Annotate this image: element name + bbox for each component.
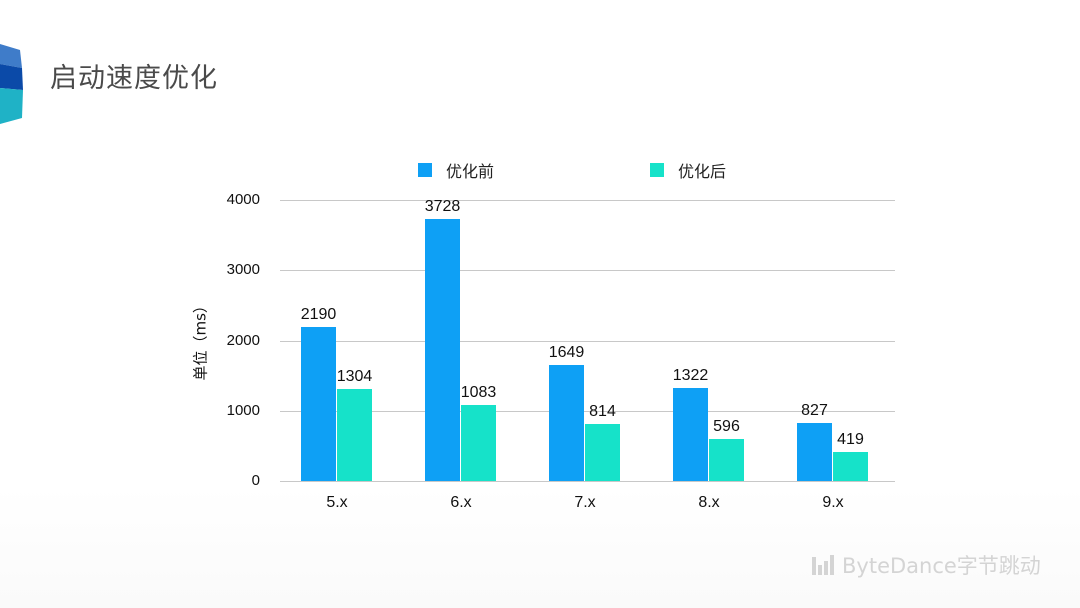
- slide-title: 启动速度优化: [50, 63, 218, 94]
- bar-after-6.x: [461, 405, 496, 481]
- y-tick-label: 2000: [226, 332, 260, 349]
- gridline: [280, 411, 895, 412]
- bar-value-label: 814: [589, 403, 616, 420]
- bar-value-label: 1649: [548, 344, 585, 361]
- bar-value-label: 419: [837, 431, 864, 448]
- y-tick-label: 0: [251, 472, 260, 489]
- gridline: [280, 200, 895, 201]
- legend-label-after: 优化后: [678, 162, 727, 181]
- bar-value-label: 827: [801, 402, 828, 419]
- bar-value-label: 1304: [336, 368, 373, 385]
- x-tick-label: 8.x: [698, 494, 720, 511]
- bytedance-watermark: ByteDance字节跳动: [812, 550, 1041, 580]
- legend-swatch-before: [418, 163, 432, 177]
- y-tick-label: 4000: [226, 191, 260, 208]
- gridline: [280, 341, 895, 342]
- chart-legend: 优化前 优化后: [0, 158, 1080, 182]
- x-tick-label: 5.x: [326, 494, 348, 511]
- bar-after-5.x: [337, 389, 372, 481]
- watermark-text: ByteDance字节跳动: [842, 554, 1041, 578]
- bar-value-label: 2190: [300, 306, 337, 323]
- x-tick-label: 9.x: [822, 494, 844, 511]
- bar-before-8.x: [673, 388, 708, 481]
- legend-item-after: 优化后: [650, 158, 726, 182]
- bar-after-9.x: [833, 452, 868, 481]
- corner-logo-icon: [0, 44, 23, 124]
- bar-value-label: 596: [713, 418, 740, 435]
- bar-before-7.x: [549, 365, 584, 481]
- y-tick-label: 1000: [226, 402, 260, 419]
- gridline: [280, 481, 895, 482]
- bar-value-label: 1083: [460, 384, 497, 401]
- gridline: [280, 270, 895, 271]
- bar-before-6.x: [425, 219, 460, 481]
- bar-value-label: 3728: [424, 198, 461, 215]
- x-tick-label: 7.x: [574, 494, 596, 511]
- legend-item-before: 优化前: [418, 158, 494, 182]
- bar-after-8.x: [709, 439, 744, 481]
- bytedance-logo-icon: [812, 555, 834, 575]
- legend-swatch-after: [650, 163, 664, 177]
- bar-after-7.x: [585, 424, 620, 481]
- bar-before-9.x: [797, 423, 832, 481]
- bar-value-label: 1322: [672, 367, 709, 384]
- bar-before-5.x: [301, 327, 336, 481]
- x-tick-label: 6.x: [450, 494, 472, 511]
- y-tick-label: 3000: [226, 261, 260, 278]
- legend-label-before: 优化前: [446, 162, 495, 181]
